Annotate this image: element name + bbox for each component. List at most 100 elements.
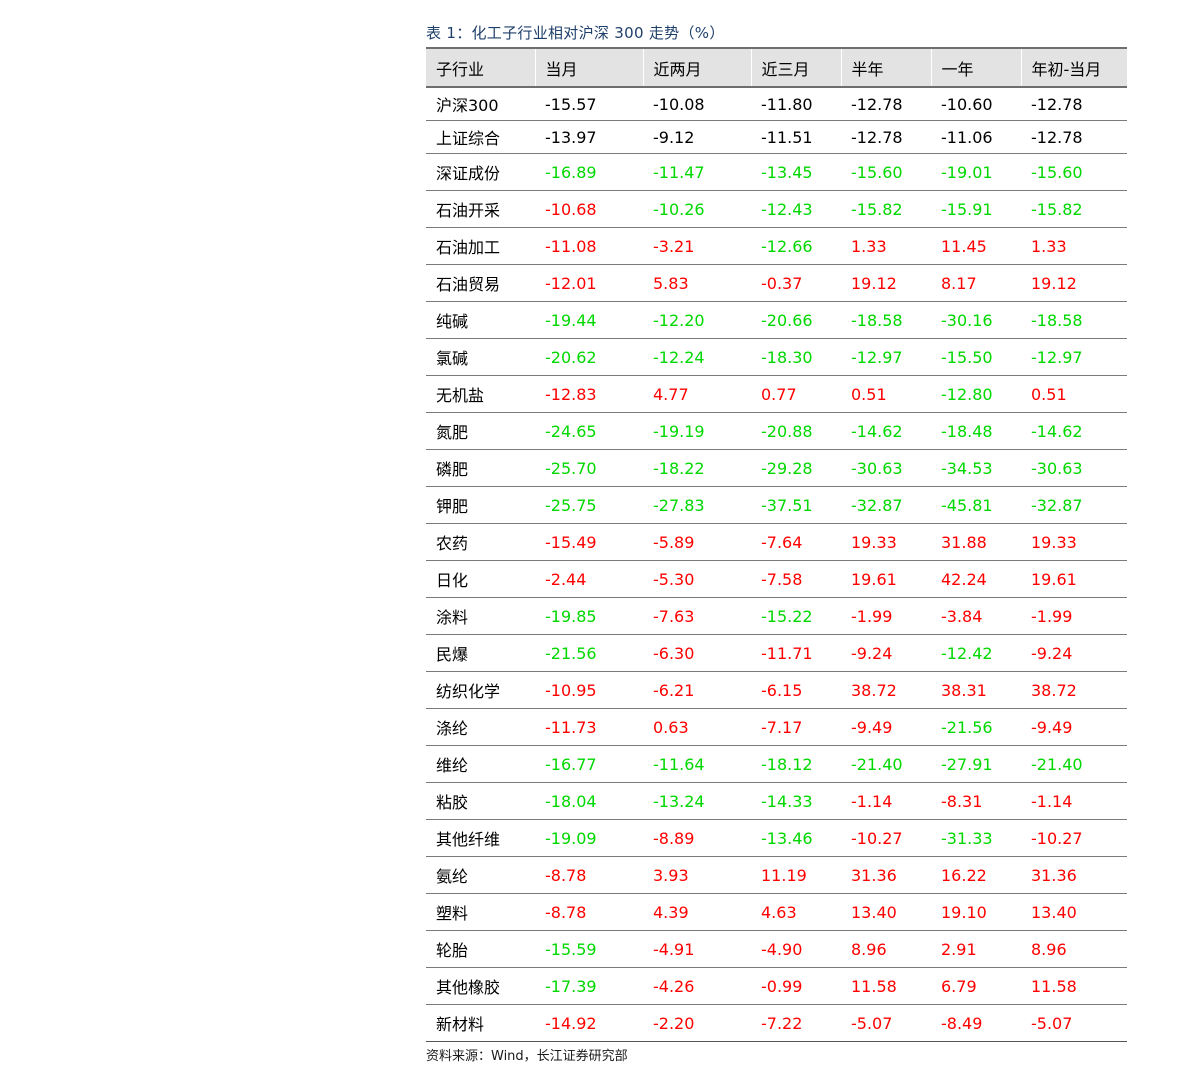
value-cell: -13.45 bbox=[751, 153, 841, 191]
value-cell: -27.91 bbox=[931, 745, 1021, 783]
value-cell: -9.24 bbox=[1021, 634, 1127, 672]
value-cell: 11.58 bbox=[841, 967, 931, 1005]
value-cell: -37.51 bbox=[751, 486, 841, 524]
value-cell: -3.84 bbox=[931, 597, 1021, 635]
industry-name-cell: 其他纤维 bbox=[426, 819, 535, 857]
value-cell: 6.79 bbox=[931, 967, 1021, 1005]
value-cell: -4.26 bbox=[643, 967, 751, 1005]
value-cell: 31.88 bbox=[931, 523, 1021, 561]
value-cell: -18.58 bbox=[1021, 301, 1127, 339]
value-cell: -45.81 bbox=[931, 486, 1021, 524]
value-cell: -14.33 bbox=[751, 782, 841, 820]
value-cell: -12.78 bbox=[841, 87, 931, 121]
value-cell: -13.97 bbox=[535, 120, 643, 154]
table-row: 轮胎 -15.59 -4.91 -4.90 8.96 2.91 8.96 bbox=[426, 930, 1127, 968]
table-row: 石油加工 -11.08 -3.21 -12.66 1.33 11.45 1.33 bbox=[426, 227, 1127, 265]
value-cell: 11.19 bbox=[751, 856, 841, 894]
value-cell: -15.60 bbox=[1021, 153, 1127, 191]
column-header: 半年 bbox=[840, 48, 931, 87]
table-row: 维纶 -16.77 -11.64 -18.12 -21.40 -27.91 -21.40 bbox=[426, 745, 1127, 783]
value-cell: -25.75 bbox=[535, 486, 643, 524]
table-row: 新材料 -14.92 -2.20 -7.22 -5.07 -8.49 -5.07 bbox=[426, 1004, 1127, 1042]
value-cell: -12.97 bbox=[1021, 338, 1127, 376]
value-cell: -4.91 bbox=[643, 930, 751, 968]
value-cell: -6.15 bbox=[751, 671, 841, 709]
industry-name-cell: 纺织化学 bbox=[426, 671, 535, 709]
value-cell: 19.12 bbox=[1021, 264, 1127, 302]
industry-name-cell: 粘胶 bbox=[426, 782, 535, 820]
industry-name-cell: 日化 bbox=[426, 560, 535, 598]
value-cell: -30.16 bbox=[931, 301, 1021, 339]
value-cell: 0.51 bbox=[1021, 375, 1127, 413]
value-cell: -21.56 bbox=[931, 708, 1021, 746]
value-cell: -6.21 bbox=[643, 671, 751, 709]
value-cell: -9.12 bbox=[643, 120, 751, 154]
value-cell: -14.62 bbox=[1021, 412, 1127, 450]
value-cell: 5.83 bbox=[643, 264, 751, 302]
value-cell: 19.61 bbox=[1021, 560, 1127, 598]
industry-name-cell: 石油加工 bbox=[426, 227, 535, 265]
value-cell: 0.51 bbox=[841, 375, 931, 413]
value-cell: 11.58 bbox=[1021, 967, 1127, 1005]
value-cell: -19.85 bbox=[535, 597, 643, 635]
value-cell: -7.58 bbox=[751, 560, 841, 598]
industry-name-cell: 其他橡胶 bbox=[426, 967, 535, 1005]
table-row: 涂料 -19.85 -7.63 -15.22 -1.99 -3.84 -1.99 bbox=[426, 597, 1127, 635]
value-cell: -15.91 bbox=[931, 190, 1021, 228]
value-cell: -21.56 bbox=[535, 634, 643, 672]
value-cell: 19.33 bbox=[841, 523, 931, 561]
value-cell: -12.78 bbox=[841, 120, 931, 154]
industry-name-cell: 氨纶 bbox=[426, 856, 535, 894]
industry-name-cell: 上证综合 bbox=[426, 120, 535, 154]
industry-name-cell: 氯碱 bbox=[426, 338, 535, 376]
value-cell: -2.20 bbox=[643, 1004, 751, 1042]
value-cell: -8.31 bbox=[931, 782, 1021, 820]
industry-name-cell: 深证成份 bbox=[426, 153, 535, 191]
value-cell: -5.07 bbox=[1021, 1004, 1127, 1042]
value-cell: -18.04 bbox=[535, 782, 643, 820]
table-row: 无机盐 -12.83 4.77 0.77 0.51 -12.80 0.51 bbox=[426, 375, 1127, 413]
industry-name-cell: 涂料 bbox=[426, 597, 535, 635]
value-cell: -12.42 bbox=[931, 634, 1021, 672]
value-cell: -11.71 bbox=[751, 634, 841, 672]
value-cell: 31.36 bbox=[841, 856, 931, 894]
value-cell: 19.61 bbox=[841, 560, 931, 598]
value-cell: -0.37 bbox=[751, 264, 841, 302]
value-cell: -12.80 bbox=[931, 375, 1021, 413]
value-cell: -10.27 bbox=[841, 819, 931, 857]
value-cell: -15.22 bbox=[751, 597, 841, 635]
value-cell: 0.63 bbox=[643, 708, 751, 746]
value-cell: -10.60 bbox=[931, 87, 1021, 121]
value-cell: 8.96 bbox=[841, 930, 931, 968]
value-cell: 2.91 bbox=[931, 930, 1021, 968]
value-cell: -19.19 bbox=[643, 412, 751, 450]
table-row: 氮肥 -24.65 -19.19 -20.88 -14.62 -18.48 -14.62 bbox=[426, 412, 1127, 450]
value-cell: -12.66 bbox=[751, 227, 841, 265]
industry-name-cell: 纯碱 bbox=[426, 301, 535, 339]
value-cell: -15.82 bbox=[1021, 190, 1127, 228]
table-row: 钾肥 -25.75 -27.83 -37.51 -32.87 -45.81 -32.87 bbox=[426, 486, 1127, 524]
industry-name-cell: 轮胎 bbox=[426, 930, 535, 968]
value-cell: -11.06 bbox=[931, 120, 1021, 154]
value-cell: -0.99 bbox=[751, 967, 841, 1005]
table-row: 石油开采 -10.68 -10.26 -12.43 -15.82 -15.91 -15.82 bbox=[426, 190, 1127, 228]
value-cell: -15.82 bbox=[841, 190, 931, 228]
value-cell: 4.63 bbox=[751, 893, 841, 931]
value-cell: -16.89 bbox=[535, 153, 643, 191]
table-row: 纯碱 -19.44 -12.20 -20.66 -18.58 -30.16 -18.58 bbox=[426, 301, 1127, 339]
value-cell: -11.51 bbox=[751, 120, 841, 154]
value-cell: -13.24 bbox=[643, 782, 751, 820]
value-cell: -12.43 bbox=[751, 190, 841, 228]
industry-name-cell: 沪深300 bbox=[426, 87, 535, 121]
value-cell: -10.68 bbox=[535, 190, 643, 228]
value-cell: -20.66 bbox=[751, 301, 841, 339]
table-row: 磷肥 -25.70 -18.22 -29.28 -30.63 -34.53 -30.63 bbox=[426, 449, 1127, 487]
value-cell: 1.33 bbox=[841, 227, 931, 265]
value-cell: -8.78 bbox=[535, 856, 643, 894]
value-cell: -11.08 bbox=[535, 227, 643, 265]
table-caption: 表 1：化工子行业相对沪深 300 走势（%） bbox=[426, 24, 725, 42]
value-cell: -1.99 bbox=[841, 597, 931, 635]
value-cell: -1.99 bbox=[1021, 597, 1127, 635]
value-cell: -21.40 bbox=[841, 745, 931, 783]
value-cell: -15.49 bbox=[535, 523, 643, 561]
